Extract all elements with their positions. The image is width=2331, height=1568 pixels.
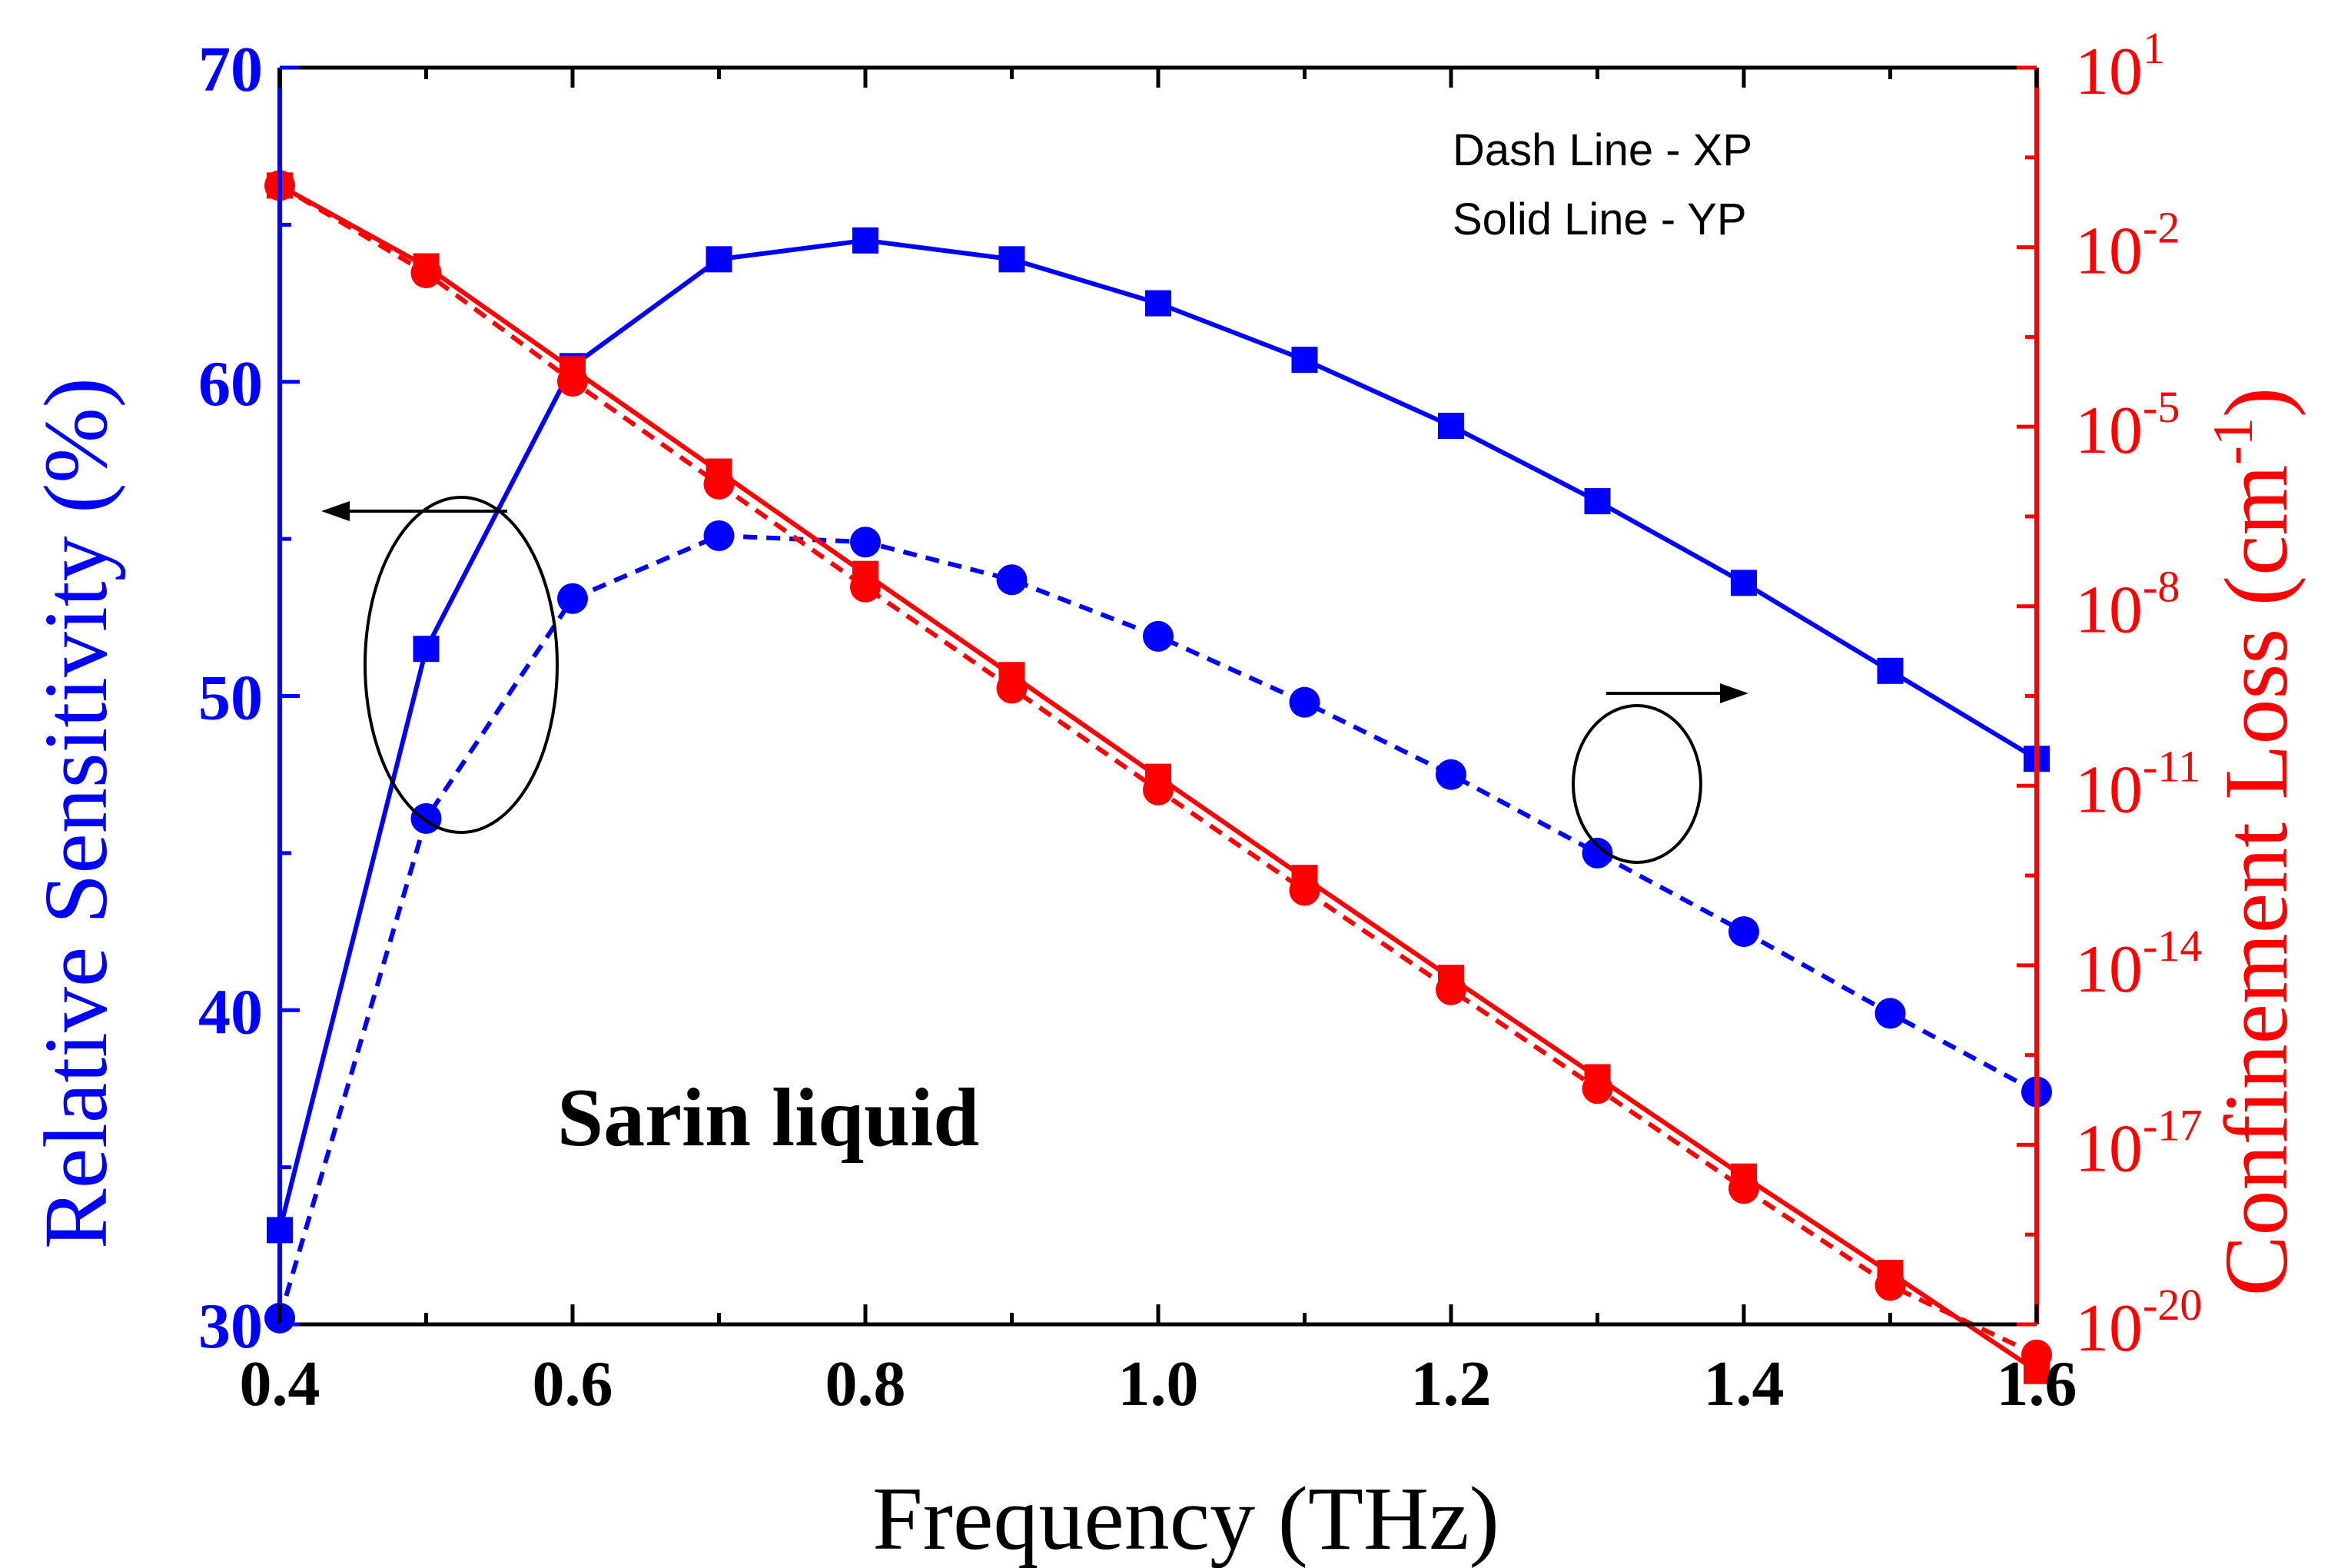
marker-confinement-loss-xp xyxy=(1874,1270,1906,1301)
y-left-tick-label: 30 xyxy=(198,1291,263,1362)
y-right-tick-label: 101 xyxy=(2075,23,2165,109)
marker-relative-sensitivity-xp xyxy=(703,520,735,552)
y-right-tick-exp: -5 xyxy=(2143,382,2180,432)
marker-relative-sensitivity-yp xyxy=(1877,657,1904,684)
legend-xp: Dash Line - XP xyxy=(1453,125,1752,175)
y-right-tick-exp: 1 xyxy=(2143,23,2165,73)
marker-confinement-loss-xp xyxy=(557,365,588,397)
marker-relative-sensitivity-xp xyxy=(410,802,442,834)
x-tick-label: 1.4 xyxy=(1704,1348,1785,1420)
y-left-tick-label: 40 xyxy=(198,976,263,1048)
marker-confinement-loss-xp xyxy=(1289,875,1320,906)
marker-relative-sensitivity-xp xyxy=(996,564,1028,596)
x-tick-label: 1.6 xyxy=(1997,1348,2077,1420)
marker-relative-sensitivity-xp xyxy=(1874,998,1906,1029)
marker-relative-sensitivity-yp xyxy=(1731,570,1757,596)
y-axis-right-label-exp: -1 xyxy=(2202,417,2265,465)
marker-relative-sensitivity-yp xyxy=(998,246,1025,273)
y-axis-right-label-close: ) xyxy=(2206,387,2306,417)
y-right-tick-exp: -8 xyxy=(2143,562,2180,612)
series-line-relative-sensitivity-yp xyxy=(277,238,2038,1231)
y-axis-right-label: Confinement Loss (cm-1) xyxy=(2202,387,2306,1296)
y-left-tick-label: 70 xyxy=(198,34,263,105)
marker-relative-sensitivity-yp xyxy=(1291,347,1318,374)
axes-layer: 0.4 0.6 0.8 1.0 1.2 1.4 1.6304050607010-2010-1… xyxy=(198,23,2202,1420)
marker-relative-sensitivity-xp xyxy=(1289,686,1320,718)
marker-confinement-loss-xp xyxy=(1582,1073,1613,1105)
marker-confinement-loss-xp xyxy=(996,673,1028,704)
marker-confinement-loss-xp xyxy=(2021,1339,2052,1370)
right-callout-ellipse xyxy=(1572,704,1702,864)
y-right-tick-base: 10 xyxy=(2075,752,2143,827)
marker-confinement-loss-xp xyxy=(410,257,442,289)
x-axis-label: Frequency (THz) xyxy=(872,1468,1499,1568)
y-right-tick-base: 10 xyxy=(2075,1111,2143,1186)
marker-relative-sensitivity-xp xyxy=(557,583,588,614)
marker-confinement-loss-xp xyxy=(1728,1173,1759,1204)
y-right-tick-label: 10-2 xyxy=(2075,203,2180,289)
y-right-tick-exp: -17 xyxy=(2143,1100,2202,1150)
y-right-tick-exp: -14 xyxy=(2143,921,2202,971)
y-right-tick-label: 10-14 xyxy=(2075,921,2202,1007)
y-right-tick-label: 10-17 xyxy=(2075,1100,2202,1186)
left-callout-ellipse xyxy=(364,496,559,834)
y-right-tick-base: 10 xyxy=(2075,35,2143,109)
x-tick-label: 1.0 xyxy=(1118,1348,1199,1420)
y-right-tick-exp: -11 xyxy=(2143,741,2200,791)
x-tick-label: 0.4 xyxy=(240,1348,320,1420)
annotation-shapes xyxy=(321,496,1748,864)
right-arrow-head xyxy=(1720,683,1748,703)
y-left-tick-label: 50 xyxy=(198,663,263,734)
y-right-tick-exp: -2 xyxy=(2143,203,2180,253)
marker-relative-sensitivity-yp xyxy=(1145,290,1171,317)
y-right-tick-base: 10 xyxy=(2075,394,2143,468)
marker-confinement-loss-xp xyxy=(703,468,735,500)
marker-relative-sensitivity-xp xyxy=(1728,916,1759,948)
marker-relative-sensitivity-yp xyxy=(852,227,878,254)
marker-confinement-loss-xp xyxy=(1143,774,1174,806)
marker-confinement-loss-xp xyxy=(1436,974,1466,1005)
y-right-tick-label: 10-11 xyxy=(2075,741,2200,827)
marker-relative-sensitivity-xp xyxy=(1143,620,1174,652)
marker-relative-sensitivity-xp xyxy=(1436,759,1466,790)
marker-relative-sensitivity-yp xyxy=(1584,488,1611,515)
marker-confinement-loss-xp xyxy=(850,571,881,603)
y-right-tick-base: 10 xyxy=(2075,1291,2143,1366)
marker-relative-sensitivity-yp xyxy=(413,636,440,663)
y-axis-left-label: Relative Sensitivity (%) xyxy=(25,377,126,1249)
x-tick-label: 0.8 xyxy=(825,1348,906,1420)
y-right-tick-label: 10-5 xyxy=(2075,382,2180,468)
y-right-tick-base: 10 xyxy=(2075,573,2143,648)
legend-yp: Solid Line - YP xyxy=(1453,194,1747,244)
y-right-tick-label: 10-20 xyxy=(2075,1280,2202,1366)
marker-relative-sensitivity-xp xyxy=(850,527,881,558)
x-tick-label: 1.2 xyxy=(1411,1348,1492,1420)
y-right-tick-exp: -20 xyxy=(2143,1280,2202,1330)
y-right-tick-label: 10-8 xyxy=(2075,562,2180,648)
marker-relative-sensitivity-xp xyxy=(1582,837,1613,869)
x-tick-label: 0.6 xyxy=(533,1348,613,1420)
series-line-relative-sensitivity-xp xyxy=(277,533,2038,1319)
y-axis-right-label-text: Confinement Loss (cm xyxy=(2206,465,2306,1296)
marker-relative-sensitivity-yp xyxy=(706,246,732,273)
left-arrow-head xyxy=(321,501,350,521)
marker-relative-sensitivity-yp xyxy=(1438,412,1464,439)
y-left-tick-label: 60 xyxy=(198,348,263,420)
y-right-tick-base: 10 xyxy=(2075,214,2143,289)
sample-annotation: Sarin liquid xyxy=(557,1072,979,1164)
y-right-tick-base: 10 xyxy=(2075,932,2143,1007)
